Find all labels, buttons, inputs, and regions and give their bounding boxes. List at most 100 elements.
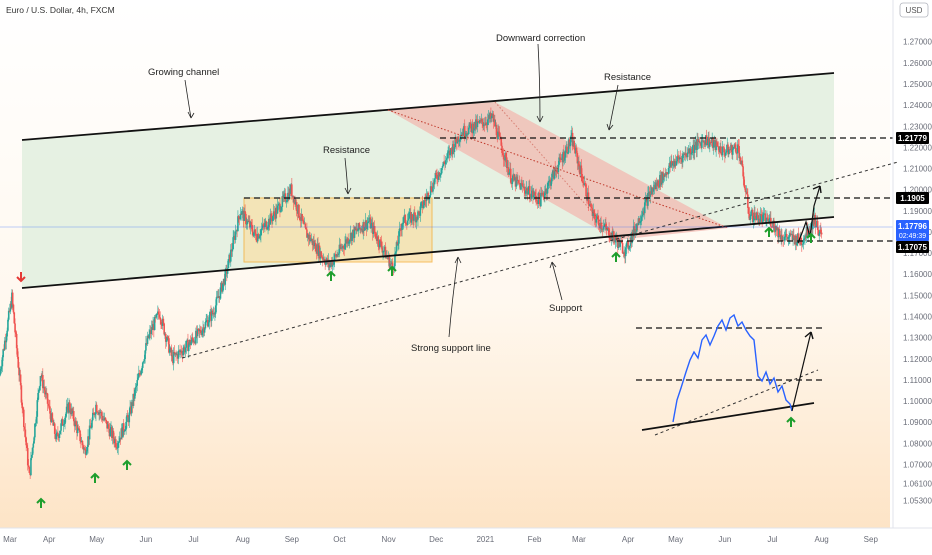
candle-body [638,218,641,224]
candle-body [48,405,50,407]
annotation-resistance-right: Resistance [604,72,651,83]
candle-body [440,173,442,175]
candle-body [177,350,180,359]
candle-body [395,242,398,252]
candle-body [728,149,730,155]
candle-body [553,168,556,179]
candle-body [619,240,621,247]
candle-body [52,420,54,426]
up-arrow-icon [122,459,132,470]
candle-body [156,313,158,315]
candle-body [736,144,739,154]
candle-body [126,415,128,422]
candle-body [255,233,257,241]
candle-body [258,236,261,239]
candle-body [333,259,335,265]
candle-body [367,222,369,223]
candle-body [712,141,715,148]
candle-body [137,377,139,381]
last-price-tag-box [896,220,929,241]
candle-body [187,344,190,352]
candle-body [400,229,403,231]
candle-body [689,148,692,155]
candle-body [283,194,285,198]
candle-body [686,152,689,158]
candle-body [160,319,162,325]
candle-body [820,229,822,233]
candle-body [298,204,300,218]
candle-body [199,329,202,333]
candle-body [801,244,804,246]
candle-body [302,220,305,224]
candle-body [746,191,748,195]
candle-body [356,228,358,231]
candle-body [472,130,475,134]
candle-body [628,245,631,248]
price-axis-labels: 1.27000 1.26000 1.25000 1.24000 1.23000 1.220… [903,38,932,506]
candle-body [98,412,100,415]
candle-body [463,125,466,137]
annotation-resistance-range: Resistance [323,145,370,156]
candle-body [166,336,169,341]
candle-body [285,201,288,203]
candle-body [280,206,283,211]
currency-button-box[interactable] [899,2,929,18]
candle-body [94,414,96,416]
channel-upper-line [21,72,835,141]
candle-body [276,205,279,214]
candle-body [663,174,666,177]
candle-body [532,195,535,198]
candle-body [143,359,146,362]
candle-body [2,349,4,358]
candle-body [71,408,73,414]
candle-body [602,226,605,230]
candle-body [540,192,542,207]
currency-button[interactable]: USD [906,6,923,15]
candle-body [96,411,99,413]
symbol-title[interactable]: Euro / U.S. Dollar, 4h, FXCM [6,5,115,15]
candle-body [251,225,253,232]
candle-body [485,122,487,125]
candle-body [196,328,199,337]
candle-body [525,190,527,194]
candle-body [36,400,39,417]
level-tag-1-box [896,132,929,144]
candle-body [716,145,719,147]
candle-body [405,223,407,225]
candle-body [363,222,365,231]
candle-body [72,411,75,422]
candle-body [528,186,531,199]
candle-body [337,253,340,255]
candle-body [467,127,470,134]
candle-body [691,151,694,154]
candle-body [351,233,353,241]
time-tick-label: Jul [188,535,198,544]
candle-body [393,266,395,270]
annotation-leaders [184,43,619,338]
candle-body [609,237,611,240]
time-tick-label: 2021 [476,535,494,544]
candle-body [597,219,600,226]
candle-body [222,283,224,292]
level-tag-1: 1.21779 [898,134,927,143]
annotation-growing-channel: Growing channel [148,67,219,78]
candle-body [125,421,127,430]
time-tick-label: May [89,535,104,544]
candle-body [167,336,169,339]
candle-body [158,314,161,318]
candle-body [643,202,646,214]
price-tick-label: 1.23000 [903,122,932,131]
candle-body [631,231,633,244]
candle-body [338,244,341,254]
candle-body [15,332,17,334]
candle-body [141,362,144,368]
candle-body [17,356,20,368]
candle-body [457,136,460,142]
inset-projection-arrowhead [804,331,814,340]
candle-body [551,173,553,182]
candle-body [397,243,399,246]
candle-body [224,270,227,285]
